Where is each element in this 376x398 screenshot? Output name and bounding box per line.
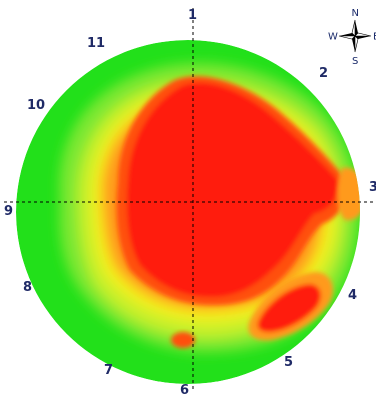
heat-map-disc [16,40,360,384]
hot-spot-bottom [171,332,195,348]
compass-north: N [352,8,359,19]
bottom-orange [171,332,195,348]
clock-label-4: 4 [348,288,357,303]
clock-label-1: 1 [188,8,197,23]
red-core [126,82,339,298]
crosshair [4,8,376,392]
core-region [116,76,347,306]
compass-west: W [328,32,338,43]
hot-spot-lower-right [248,272,333,341]
hot-spot-right [337,167,360,221]
clock-label-5: 5 [284,355,293,370]
compass-east: E [373,32,376,43]
clock-label-7: 7 [104,363,113,378]
clock-label-11: 11 [87,36,105,51]
clock-labels: 1 2 3 4 5 6 7 8 9 10 11 [4,8,376,398]
compass-south: S [352,56,358,67]
clock-label-3: 3 [369,180,376,195]
clock-label-8: 8 [23,280,32,295]
clock-label-6: 6 [180,383,189,398]
lower-right-red [257,284,321,333]
clock-label-10: 10 [27,98,45,113]
clock-label-9: 9 [4,204,13,219]
clock-label-2: 2 [319,66,328,81]
compass-rose-icon: N S W E [328,8,376,67]
right-edge-orange [337,167,360,221]
